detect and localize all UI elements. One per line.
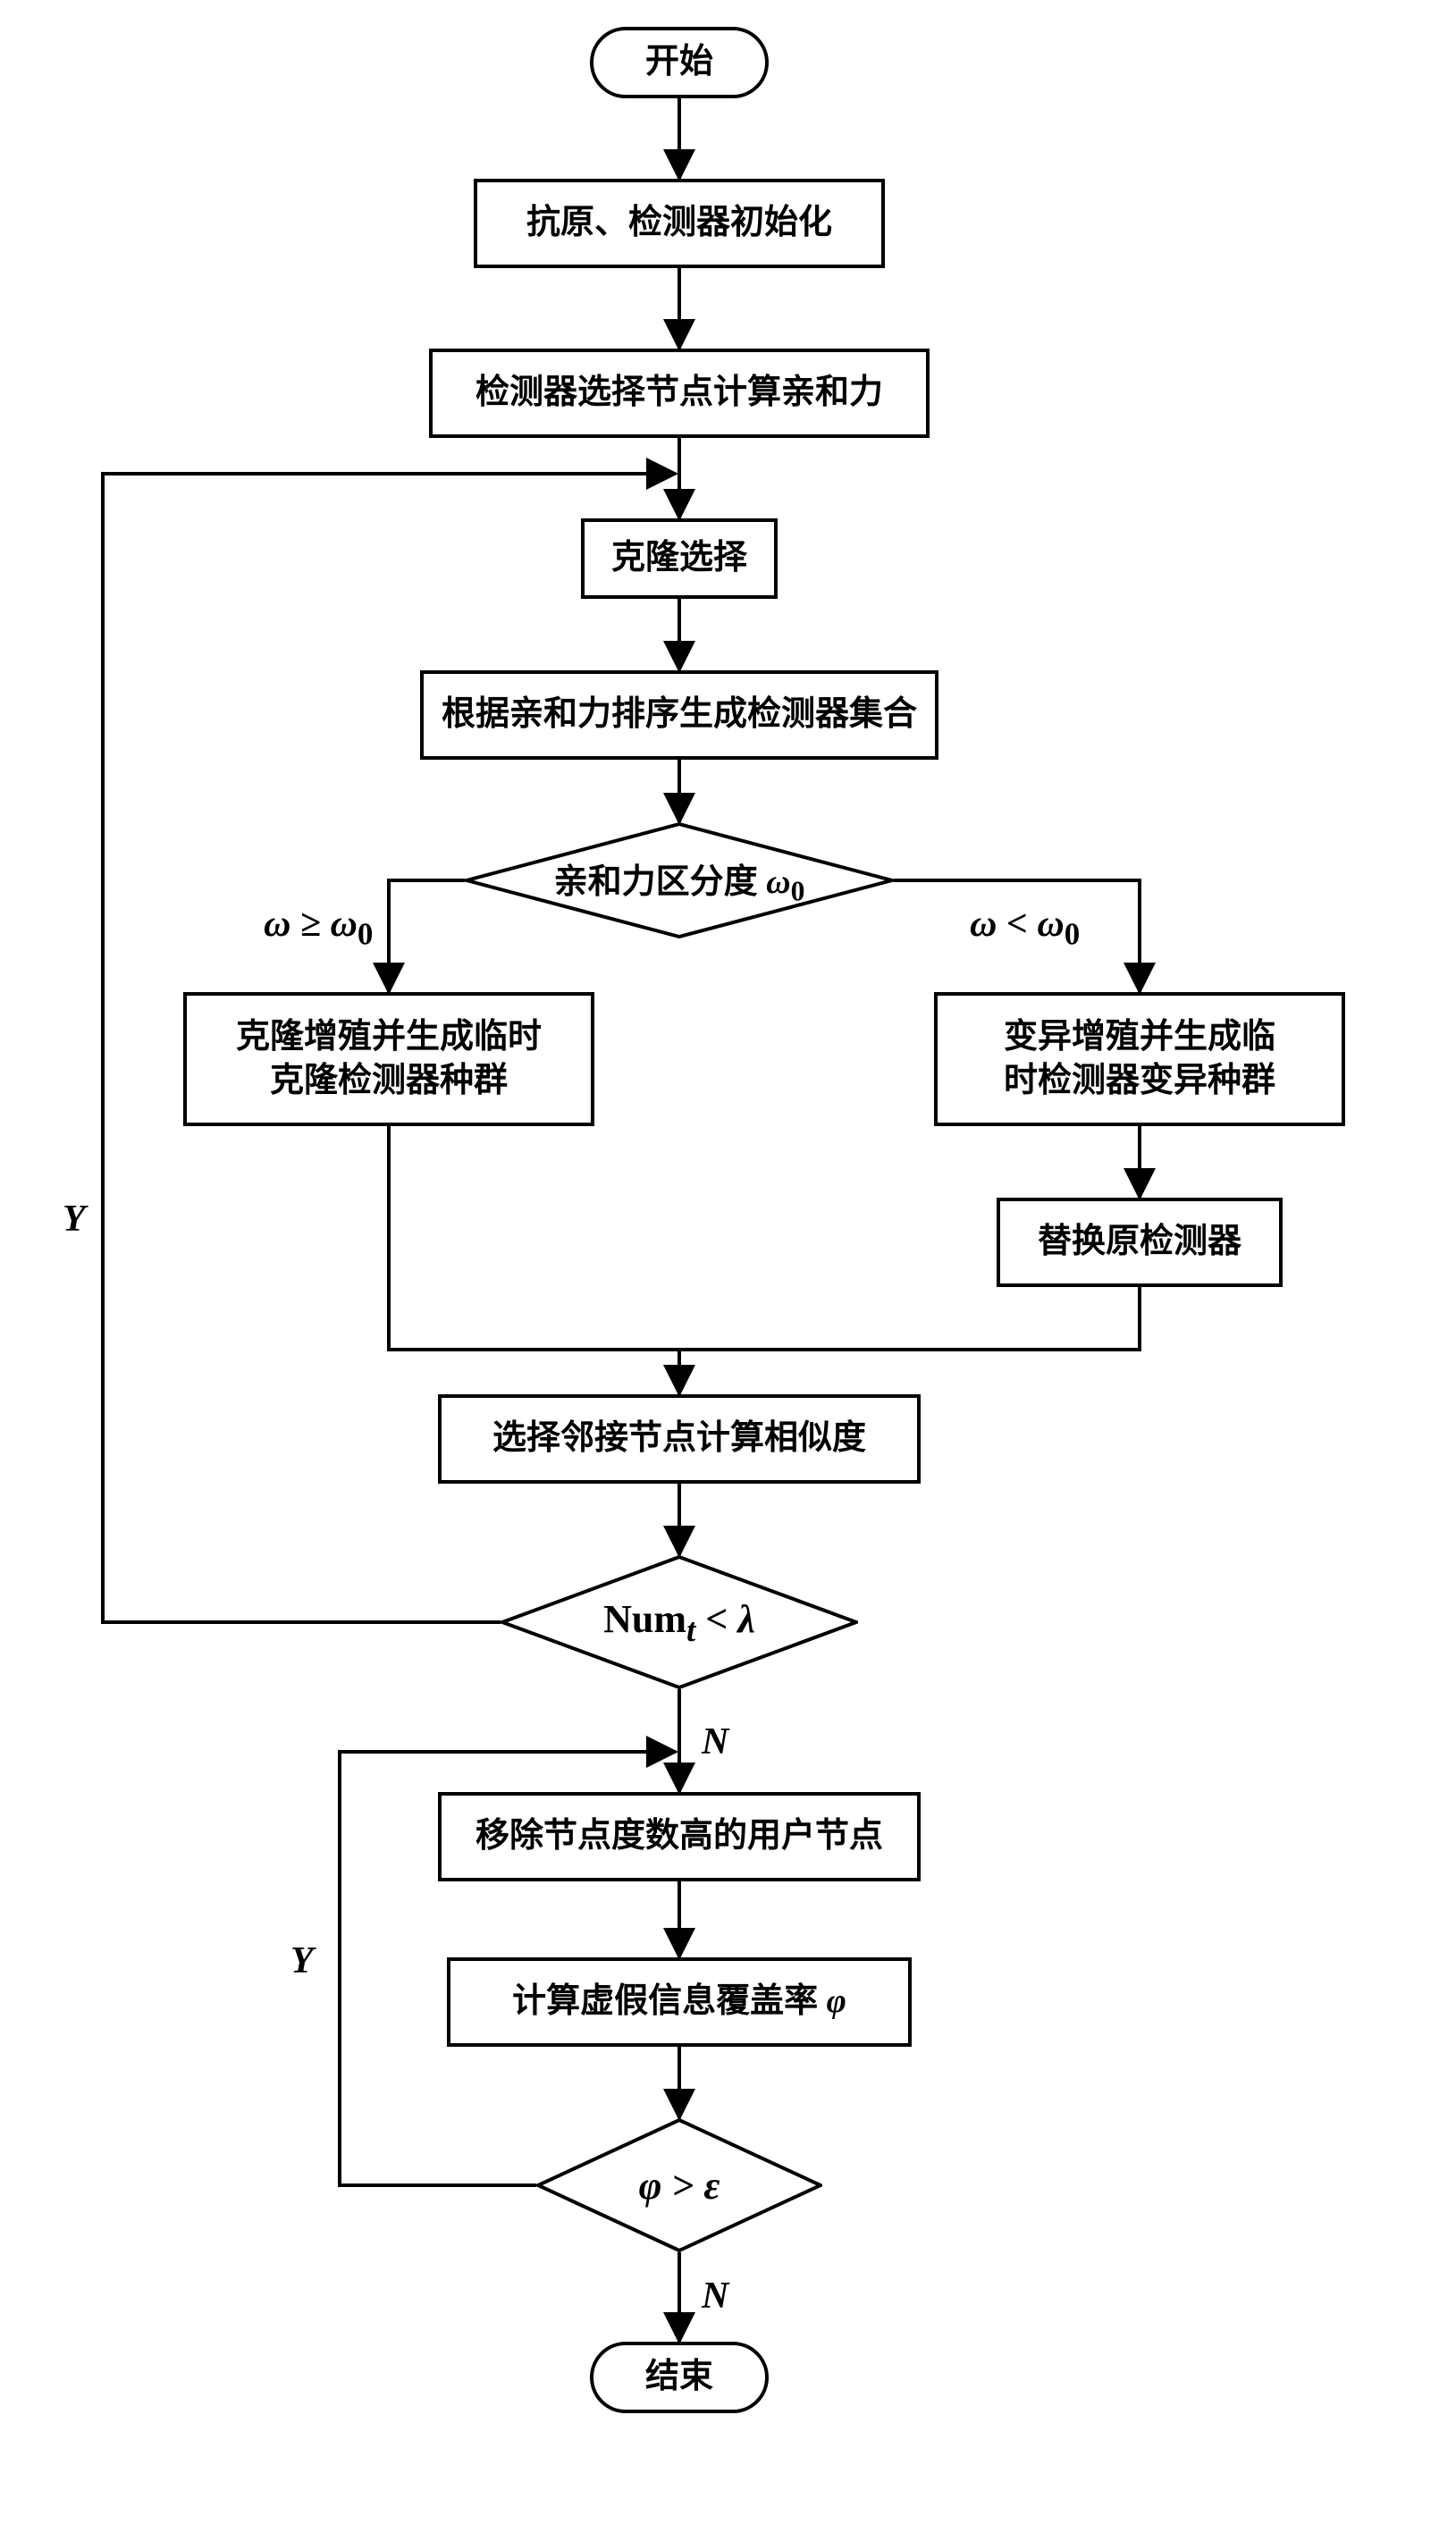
diamond3-label: φ > ε [639, 2163, 720, 2209]
start-terminator: 开始 [590, 27, 769, 98]
clone-sel-rect: 克隆选择 [581, 518, 778, 599]
diamond2-label: Numt < λ [603, 1596, 755, 1649]
d1-left-label: ω ≥ ω0 [264, 903, 373, 952]
d3-no-label: N [702, 2275, 728, 2318]
init-rect: 抗原、检测器初始化 [474, 179, 885, 268]
remove-node-label: 移除节点度数高的用户节点 [476, 1814, 883, 1858]
end-label: 结束 [645, 2355, 713, 2399]
diamond-numt: Numt < λ [501, 1555, 858, 1689]
replace-rect: 替换原检测器 [997, 1198, 1283, 1287]
diamond-phi: φ > ε [536, 2118, 822, 2252]
start-label: 开始 [645, 40, 713, 84]
end-terminator: 结束 [590, 2342, 769, 2413]
affinity-label: 检测器选择节点计算亲和力 [476, 371, 883, 415]
affinity-rect: 检测器选择节点计算亲和力 [429, 349, 930, 438]
sort-gen-rect: 根据亲和力排序生成检测器集合 [420, 670, 938, 760]
diamond1-label: 亲和力区分度 ω0 [554, 854, 805, 908]
d2-no-label: N [702, 1721, 728, 1763]
replace-label: 替换原检测器 [1038, 1220, 1241, 1264]
sort-gen-label: 根据亲和力排序生成检测器集合 [442, 693, 917, 736]
calc-cov-rect: 计算虚假信息覆盖率 φ [447, 1957, 912, 2047]
calc-cov-label: 计算虚假信息覆盖率 φ [512, 1980, 846, 2024]
similarity-rect: 选择邻接节点计算相似度 [438, 1394, 921, 1484]
clone-left-rect: 克隆增殖并生成临时克隆检测器种群 [183, 992, 594, 1126]
d1-right-label: ω < ω0 [970, 903, 1080, 952]
mutate-right-rect: 变异增殖并生成临时检测器变异种群 [934, 992, 1345, 1126]
init-label: 抗原、检测器初始化 [526, 201, 832, 245]
mutate-right-label: 变异增殖并生成临时检测器变异种群 [1004, 1015, 1275, 1104]
similarity-label: 选择邻接节点计算相似度 [492, 1417, 866, 1460]
diamond-affinity: 亲和力区分度 ω0 [465, 822, 894, 938]
d3-yes-label: Y [290, 1939, 314, 1982]
d2-yes-label: Y [63, 1198, 86, 1241]
clone-sel-label: 克隆选择 [611, 536, 747, 580]
clone-left-label: 克隆增殖并生成临时克隆检测器种群 [236, 1015, 542, 1104]
remove-node-rect: 移除节点度数高的用户节点 [438, 1792, 921, 1881]
